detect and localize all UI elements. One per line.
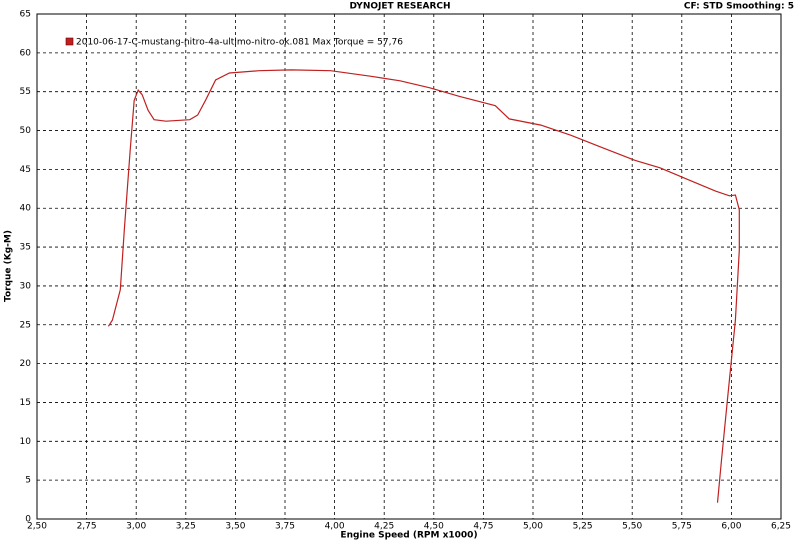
x-tick-label: 5,50 <box>622 522 642 532</box>
x-tick-label: 2,75 <box>77 522 97 532</box>
x-tick-label: 4,75 <box>473 522 493 532</box>
y-tick-label: 65 <box>20 10 31 20</box>
y-tick-label: 45 <box>20 165 31 175</box>
y-axis-label: Torque (Kg-M) <box>4 230 14 302</box>
x-tick-label: 3,25 <box>176 522 196 532</box>
y-tick-label: 40 <box>20 204 32 214</box>
x-tick-label: 5,25 <box>573 522 593 532</box>
y-tick-label: 0 <box>25 515 31 525</box>
x-tick-label: 5,75 <box>672 522 692 532</box>
y-tick-label: 60 <box>20 48 32 58</box>
torque-line <box>107 69 740 503</box>
y-tick-label: 50 <box>20 126 32 136</box>
x-axis-label: Engine Speed (RPM x1000) <box>340 531 477 541</box>
x-tick-label: 3,00 <box>126 522 146 532</box>
y-tick-label: 35 <box>20 243 31 253</box>
y-tick-label: 10 <box>20 437 32 447</box>
x-tick-label: 4,00 <box>325 522 345 532</box>
x-tick-label: 4,50 <box>424 522 444 532</box>
y-tick-label: 5 <box>25 476 31 486</box>
x-tick-label: 3,50 <box>225 522 245 532</box>
y-tick-label: 15 <box>20 398 31 408</box>
x-tick-label: 5,00 <box>523 522 543 532</box>
x-tick-label: 6,25 <box>771 522 791 532</box>
plot-border <box>36 13 782 520</box>
x-tick-label: 2,50 <box>27 522 47 532</box>
chart-title: DYNOJET RESEARCH <box>349 2 450 12</box>
x-tick-label: 6,00 <box>721 522 741 532</box>
x-tick-label: 3,75 <box>275 522 295 532</box>
y-tick-label: 25 <box>20 320 31 330</box>
y-tick-label: 30 <box>20 281 32 291</box>
legend-label: 2010-06-17-C-mustang-nitro-4a-ultimo-nit… <box>76 38 403 48</box>
x-tick-label: 4,25 <box>374 522 394 532</box>
y-tick-label: 20 <box>20 359 32 369</box>
chart-subtitle: CF: STD Smoothing: 5 <box>684 2 794 12</box>
y-tick-label: 55 <box>20 87 31 97</box>
legend-swatch <box>65 37 74 46</box>
